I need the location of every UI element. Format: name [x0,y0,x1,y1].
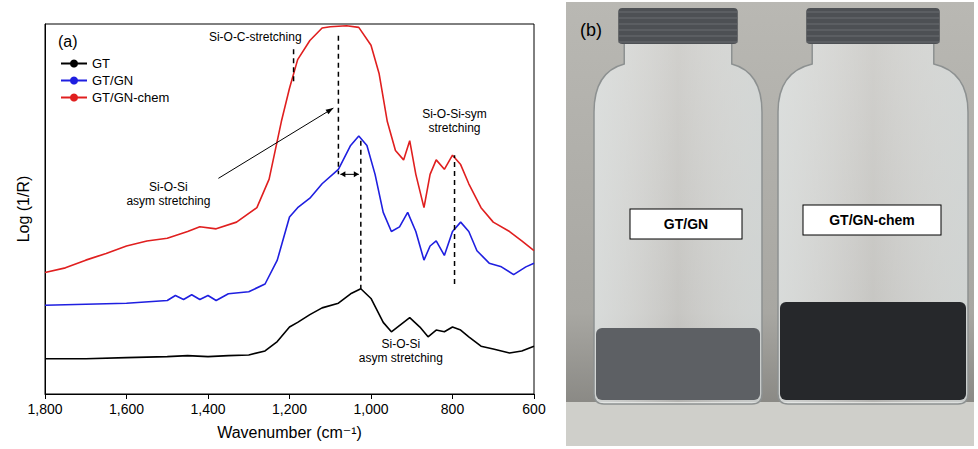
svg-text:Si-O-Si: Si-O-Si [149,180,188,194]
svg-text:800: 800 [441,401,465,417]
svg-text:Si-O-C-stretching: Si-O-C-stretching [209,30,302,44]
svg-text:600: 600 [522,401,546,417]
svg-text:1,800: 1,800 [27,401,62,417]
svg-text:Si-O-Si-sym: Si-O-Si-sym [422,107,487,121]
svg-text:Si-O-Si: Si-O-Si [381,337,420,351]
svg-text:GT/GN-chem: GT/GN-chem [829,212,915,228]
svg-text:1,600: 1,600 [109,401,144,417]
svg-text:1,400: 1,400 [190,401,225,417]
svg-text:1,200: 1,200 [272,401,307,417]
svg-text:Wavenumber (cm⁻¹): Wavenumber (cm⁻¹) [217,424,362,441]
svg-text:GT: GT [92,56,110,71]
svg-text:(b): (b) [580,20,602,40]
svg-text:1,000: 1,000 [353,401,388,417]
svg-text:(a): (a) [58,33,78,50]
svg-text:asym stretching: asym stretching [126,194,210,208]
svg-text:GT/GN: GT/GN [664,216,708,232]
svg-text:Log (1/R): Log (1/R) [15,176,32,243]
svg-text:asym stretching: asym stretching [359,351,443,365]
svg-text:GT/GN-chem: GT/GN-chem [92,90,169,105]
svg-text:stretching: stretching [429,121,481,135]
svg-text:GT/GN: GT/GN [92,73,133,88]
